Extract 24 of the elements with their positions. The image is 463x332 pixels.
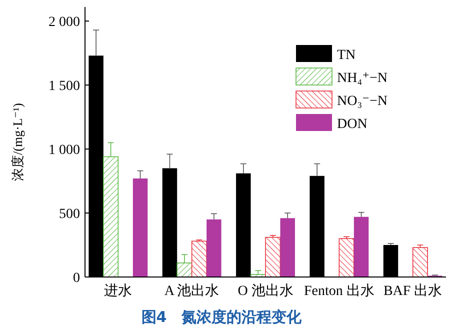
x-tick-label: 进水 — [104, 283, 132, 299]
legend-label: NO₃⁻−N — [337, 94, 388, 109]
x-tick-label: A 池出水 — [164, 283, 220, 299]
x-tick-label: Fenton 出水 — [304, 283, 374, 299]
text: 图4 氮浓度的沿程变化 — [141, 308, 303, 326]
y-tick-label: 1 000 — [48, 142, 80, 158]
x-tick-label: O 池出水 — [238, 283, 294, 299]
bar — [412, 247, 428, 278]
y-tick-label: 0 — [73, 270, 80, 286]
bar — [206, 219, 222, 277]
bar — [132, 178, 148, 277]
bar — [191, 240, 207, 278]
y-axis-title: 浓度/(mg·L⁻¹) — [10, 103, 25, 181]
x-tick-label: BAF 出水 — [383, 283, 442, 299]
y-tick-label: 2 000 — [48, 14, 80, 30]
bar — [280, 218, 295, 277]
y-tick-label: 1 500 — [48, 78, 80, 94]
bar — [354, 216, 369, 277]
y-tick-label: 500 — [59, 206, 80, 222]
legend-label: NH₄⁺−N — [337, 70, 388, 86]
legend-label: TN — [337, 48, 356, 63]
bar — [338, 238, 354, 278]
legend-label: DON — [337, 116, 368, 132]
bar — [265, 236, 281, 278]
